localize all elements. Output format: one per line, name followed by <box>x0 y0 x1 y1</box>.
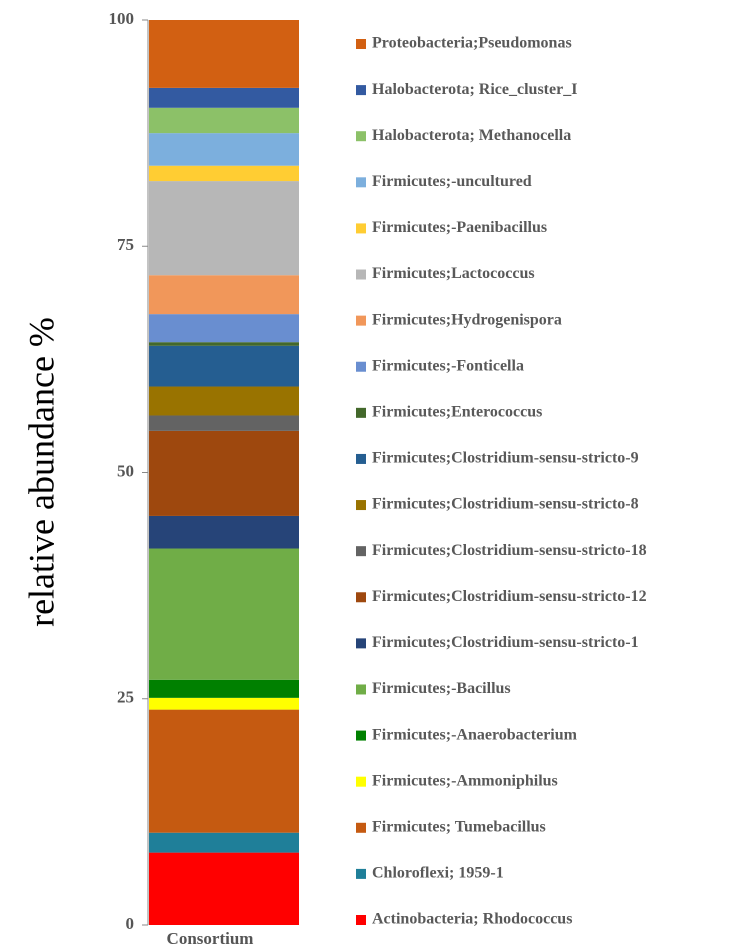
bar-segment <box>149 345 299 387</box>
y-tick-label: 100 <box>109 9 135 28</box>
legend-label: Actinobacteria; Rhodococcus <box>372 911 572 928</box>
legend-swatch <box>356 361 366 372</box>
y-tick-label: 75 <box>117 235 134 254</box>
legend-swatch <box>356 269 366 280</box>
legend-swatch <box>356 177 366 188</box>
bar-segment <box>149 314 299 343</box>
bar-segment <box>149 852 299 925</box>
legend-label: Halobacterota; Methanocella <box>372 127 571 144</box>
legend-swatch <box>356 868 366 879</box>
bar-segment <box>149 87 299 108</box>
legend-label: Firmicutes;-Anaerobacterium <box>372 726 578 743</box>
legend-label: Firmicutes; Tumebacillus <box>372 818 546 835</box>
legend-swatch <box>356 407 366 418</box>
legend-label: Firmicutes;Lactococcus <box>372 265 535 282</box>
legend-label: Halobacterota; Rice_cluster_I <box>372 81 577 98</box>
legend-swatch <box>356 131 366 142</box>
bar-segment <box>149 548 299 680</box>
legend-swatch <box>356 684 366 695</box>
legend-label: Firmicutes;Clostridium-sensu-stricto-9 <box>372 450 639 467</box>
legend-label: Firmicutes;Enterococcus <box>372 404 542 421</box>
legend-swatch <box>356 546 366 557</box>
bar-segment <box>149 275 299 315</box>
bar-segment <box>149 133 299 166</box>
legend-label: Firmicutes;-Bacillus <box>372 680 511 697</box>
legend-label: Firmicutes;Hydrogenispora <box>372 311 562 328</box>
legend-swatch <box>356 85 366 96</box>
legend-label: Firmicutes;Clostridium-sensu-stricto-12 <box>372 588 647 605</box>
legend-swatch <box>356 315 366 326</box>
bar-segment <box>149 181 299 276</box>
bar-segment <box>149 386 299 416</box>
legend-label: Firmicutes;-Fonticella <box>372 357 524 374</box>
bar-segment <box>149 107 299 134</box>
y-tick-label: 25 <box>117 688 134 707</box>
legend-label: Chloroflexi; 1959-1 <box>372 865 504 882</box>
legend-swatch <box>356 500 366 511</box>
bar-segment <box>149 709 299 833</box>
legend-swatch <box>356 592 366 603</box>
y-tick-label: 50 <box>117 461 134 480</box>
bar-segment <box>149 342 299 346</box>
legend-label: Proteobacteria;Pseudomonas <box>372 35 572 52</box>
y-tick-label: 0 <box>126 914 135 933</box>
bar-segment <box>149 165 299 182</box>
bar-segment <box>149 430 299 516</box>
bar-segment <box>149 679 299 698</box>
bar-segment <box>149 697 299 710</box>
legend-label: Firmicutes;Clostridium-sensu-stricto-8 <box>372 496 639 513</box>
legend-label: Firmicutes;-Paenibacillus <box>372 219 547 236</box>
x-tick-label: Consortium <box>167 929 254 948</box>
legend-swatch <box>356 453 366 464</box>
legend-swatch <box>356 915 366 925</box>
legend-label: Firmicutes;Clostridium-sensu-stricto-18 <box>372 542 647 559</box>
legend-label: Firmicutes;-uncultured <box>372 173 532 190</box>
bar-segment <box>149 415 299 431</box>
bar-segment <box>149 515 299 549</box>
bar-segment <box>149 20 299 88</box>
legend-swatch <box>356 822 366 833</box>
legend-swatch <box>356 730 366 741</box>
legend-label: Firmicutes;Clostridium-sensu-stricto-1 <box>372 634 639 651</box>
legend-swatch <box>356 39 366 49</box>
legend-swatch <box>356 223 366 234</box>
legend-swatch <box>356 638 366 649</box>
legend-swatch <box>356 776 366 787</box>
y-axis-label: relative abundance % <box>21 317 61 627</box>
legend-label: Firmicutes;-Ammoniphilus <box>372 772 558 789</box>
bar-segment <box>149 832 299 853</box>
